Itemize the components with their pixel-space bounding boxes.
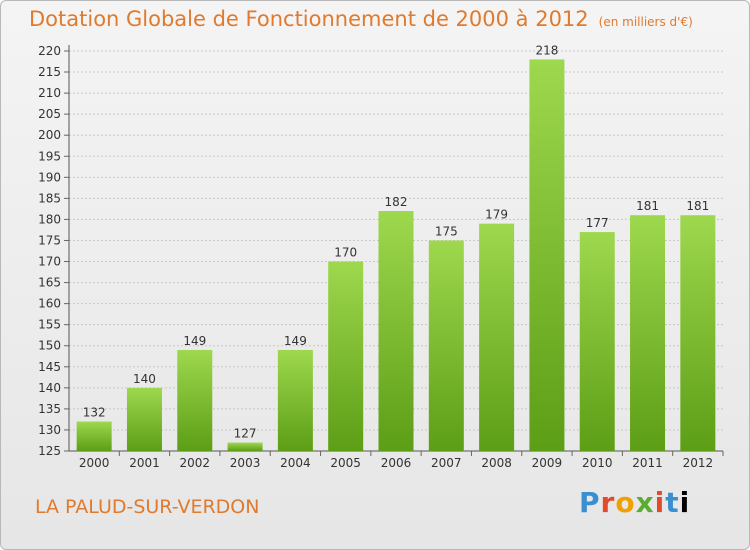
bar-2001 — [126, 387, 162, 451]
bar-2004 — [277, 349, 313, 451]
y-tick-label: 220 — [38, 44, 61, 58]
data-label-2005: 170 — [334, 246, 357, 260]
data-label-2010: 177 — [586, 216, 609, 230]
commune-name: LA PALUD-SUR-VERDON — [35, 496, 260, 518]
logo-letter: x — [635, 486, 655, 519]
bar-2006 — [378, 211, 414, 451]
chart-title: Dotation Globale de Fonctionnement de 20… — [29, 7, 693, 31]
y-tick-label: 165 — [38, 276, 61, 290]
bar-2011 — [630, 215, 666, 451]
data-label-2007: 175 — [435, 224, 458, 238]
x-tick-labels: 2000 2001 2002 2003 2004 2005 2006 2007 2008 2009… — [79, 456, 713, 470]
x-tick-label-2000: 2000 — [79, 456, 110, 470]
logo-letter: t — [665, 486, 680, 519]
y-tick-labels: 125 130 135 140 145 150 155 160 165 170 175 180 185 1… — [38, 44, 61, 458]
y-tick-label: 200 — [38, 128, 61, 142]
x-tick-label-2009: 2009 — [532, 456, 563, 470]
y-tick-label: 135 — [38, 402, 61, 416]
y-tick-label: 195 — [38, 149, 61, 163]
x-tick-label-2007: 2007 — [431, 456, 462, 470]
y-tick-label: 205 — [38, 107, 61, 121]
logo-letter: o — [615, 486, 636, 519]
data-label-2009: 218 — [535, 43, 558, 57]
y-tick-label: 180 — [38, 212, 61, 226]
bar-2005 — [328, 261, 364, 451]
y-tick-label: 175 — [38, 233, 61, 247]
logo-letter: P — [579, 486, 601, 519]
bar-2007 — [428, 240, 464, 451]
proxiti-logo: Proxiti — [579, 486, 690, 519]
data-label-2003: 127 — [234, 427, 257, 441]
title-text: Dotation Globale de Fonctionnement de 20… — [29, 7, 589, 31]
y-tick-label: 125 — [38, 444, 61, 458]
bar-2000 — [76, 421, 112, 451]
y-tick-label: 190 — [38, 170, 61, 184]
y-tick-label: 150 — [38, 339, 61, 353]
x-tick-label-2006: 2006 — [381, 456, 412, 470]
bars — [76, 59, 716, 451]
logo-letter: i — [679, 486, 691, 519]
bar-2010 — [579, 232, 615, 451]
data-label-2002: 149 — [183, 334, 206, 348]
y-tick-label: 145 — [38, 360, 61, 374]
data-label-2011: 181 — [636, 199, 659, 213]
data-labels: 132 140 149 127 149 170 182 175 179 218 177 181 181 — [83, 43, 710, 440]
x-tick-label-2001: 2001 — [129, 456, 160, 470]
x-tick-label-2002: 2002 — [179, 456, 210, 470]
x-tick-label-2011: 2011 — [632, 456, 663, 470]
y-tick-label: 140 — [38, 381, 61, 395]
data-label-2012: 181 — [686, 199, 709, 213]
data-label-2000: 132 — [83, 406, 106, 420]
logo-letter: r — [600, 486, 616, 519]
x-tick-label-2010: 2010 — [582, 456, 613, 470]
y-tick-label: 215 — [38, 65, 61, 79]
bar-2008 — [479, 223, 515, 451]
y-tick-label: 170 — [38, 255, 61, 269]
y-tick-label: 185 — [38, 191, 61, 205]
x-tick-label-2004: 2004 — [280, 456, 311, 470]
x-tick-label-2012: 2012 — [683, 456, 714, 470]
y-tick-label: 130 — [38, 423, 61, 437]
data-label-2006: 182 — [385, 195, 408, 209]
x-tick-label-2003: 2003 — [230, 456, 261, 470]
data-label-2004: 149 — [284, 334, 307, 348]
data-label-2008: 179 — [485, 208, 508, 222]
x-tick-label-2005: 2005 — [330, 456, 361, 470]
y-tick-label: 160 — [38, 297, 61, 311]
bar-2002 — [177, 349, 213, 451]
y-tick-label: 155 — [38, 318, 61, 332]
logo-letter: i — [654, 486, 666, 519]
bar-2009 — [529, 59, 565, 451]
x-tick-label-2008: 2008 — [481, 456, 512, 470]
data-label-2001: 140 — [133, 372, 156, 386]
bar-2012 — [680, 215, 716, 451]
title-unit: (en milliers d'€) — [598, 15, 693, 29]
bar-2003 — [227, 442, 263, 451]
y-tick-label: 210 — [38, 86, 61, 100]
